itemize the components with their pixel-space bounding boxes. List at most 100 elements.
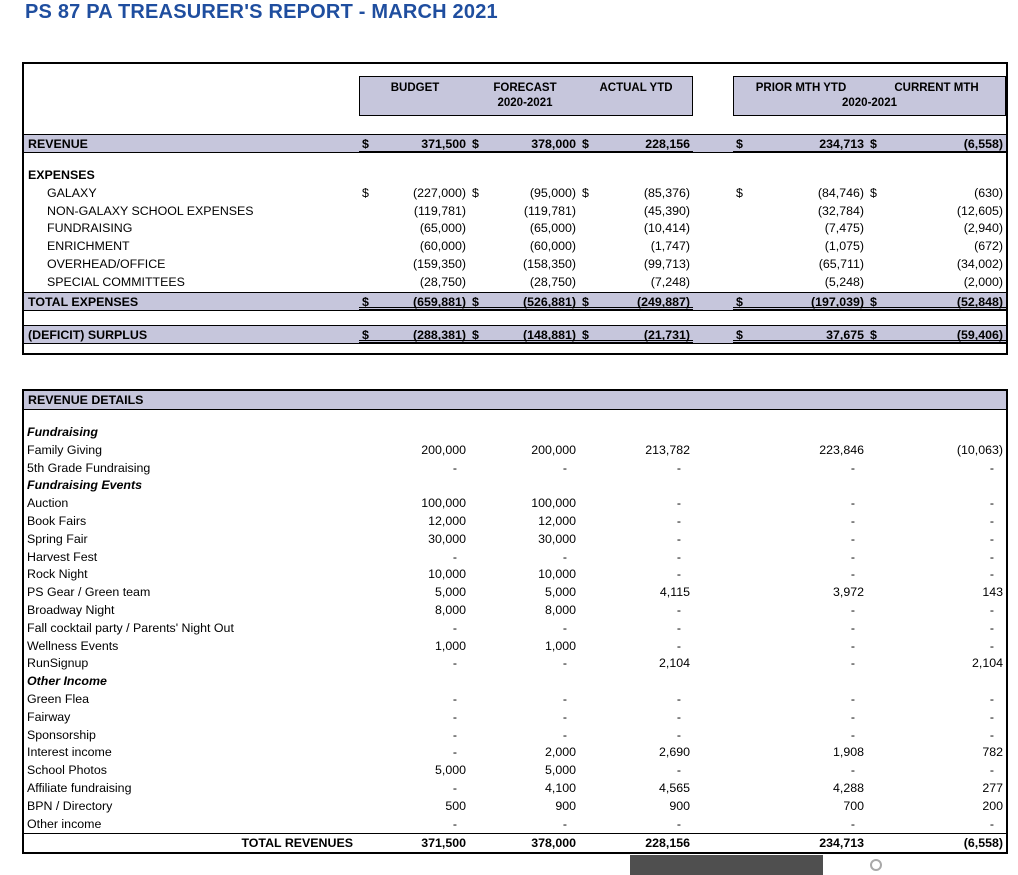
actual-ytd-cell: - bbox=[579, 620, 693, 638]
column-gap bbox=[693, 816, 733, 834]
forecast-cell: 5,000 bbox=[469, 762, 579, 780]
bottom-bar-fragment bbox=[630, 855, 823, 875]
budget-value: 200,000 bbox=[421, 442, 466, 457]
dollar-sign bbox=[736, 238, 748, 256]
column-gap bbox=[693, 834, 733, 852]
forecast-cell: - bbox=[469, 691, 579, 709]
column-gap bbox=[693, 566, 733, 584]
prior-mth-ytd-cell: 1,908 bbox=[733, 744, 867, 762]
actual-ytd-value: 228,156 bbox=[645, 836, 690, 851]
prior-mth-ytd-value: - bbox=[850, 549, 855, 564]
column-gap bbox=[693, 274, 733, 292]
prior-mth-ytd-value: 3,972 bbox=[832, 585, 864, 600]
current-mth-cell: - bbox=[867, 620, 1006, 638]
column-gap bbox=[693, 798, 733, 816]
actual-ytd-cell: - bbox=[579, 460, 693, 478]
budget-value: 5,000 bbox=[434, 763, 466, 778]
column-gap bbox=[693, 256, 733, 274]
prior-mth-ytd-cell: $37,675 bbox=[733, 326, 867, 343]
prior-mth-ytd-value: - bbox=[850, 638, 855, 653]
current-mth-cell: 782 bbox=[867, 744, 1006, 762]
budget-value: 371,500 bbox=[421, 836, 466, 851]
current-mth-cell: $ (52,848) bbox=[867, 293, 1006, 310]
budget-cell: (119,781) bbox=[359, 203, 469, 221]
budget-cell: - bbox=[359, 655, 469, 673]
forecast-cell: $378,000 bbox=[469, 135, 579, 152]
budget-value: 5,000 bbox=[434, 585, 466, 600]
forecast-cell: - bbox=[469, 620, 579, 638]
budget-cell: 1,000 bbox=[359, 638, 469, 656]
forecast-cell: 900 bbox=[469, 798, 579, 816]
prior-mth-ytd-cell: (1,075) bbox=[733, 238, 867, 256]
prior-mth-ytd-cell: 3,972 bbox=[733, 584, 867, 602]
actual-ytd-value: (21,731) bbox=[643, 327, 690, 342]
column-gap bbox=[693, 727, 733, 745]
forecast-value: 2,000 bbox=[544, 745, 576, 760]
forecast-cell: (28,750) bbox=[469, 274, 579, 292]
header-cell-forecast: FORECAST 2020-2021 bbox=[470, 77, 580, 115]
actual-ytd-value: - bbox=[676, 602, 681, 617]
budget-value: (60,000) bbox=[419, 239, 466, 254]
details-item-row: BPN / Directory 500 900 900 700 200 bbox=[24, 798, 1006, 816]
budget-value: 30,000 bbox=[428, 531, 466, 546]
forecast-value: - bbox=[562, 549, 567, 564]
forecast-cell: (158,350) bbox=[469, 256, 579, 274]
forecast-cell: $ (95,000) bbox=[469, 185, 579, 203]
forecast-cell: (60,000) bbox=[469, 238, 579, 256]
prior-mth-ytd-value: - bbox=[850, 460, 855, 475]
current-mth-cell: - bbox=[867, 602, 1006, 620]
current-mth-cell: - bbox=[867, 513, 1006, 531]
column-gap bbox=[693, 638, 733, 656]
details-item-row: Family Giving 200,000 200,000 213,782 22… bbox=[24, 442, 1006, 460]
total-revenues-row: TOTAL REVENUES 371,500 378,000 228,156 2… bbox=[24, 833, 1006, 852]
section-label: Fundraising bbox=[27, 425, 98, 439]
page-title: PS 87 PA TREASURER'S REPORT - MARCH 2021 bbox=[25, 1, 498, 23]
dollar-sign: $ bbox=[472, 137, 479, 151]
forecast-value: 4,100 bbox=[544, 780, 576, 795]
forecast-cell: 378,000 bbox=[469, 834, 579, 852]
details-item-row: Auction 100,000 100,000 - - - bbox=[24, 495, 1006, 513]
prior-mth-ytd-cell: (7,475) bbox=[733, 220, 867, 238]
forecast-cell: 4,100 bbox=[469, 780, 579, 798]
details-item-row: Fall cocktail party / Parents' Night Out… bbox=[24, 620, 1006, 638]
prior-mth-ytd-cell: - bbox=[733, 566, 867, 584]
dollar-sign: $ bbox=[736, 294, 743, 309]
budget-cell: (60,000) bbox=[359, 238, 469, 256]
current-mth-cell: - bbox=[867, 816, 1006, 834]
actual-ytd-cell: 213,782 bbox=[579, 442, 693, 460]
budget-cell: 30,000 bbox=[359, 531, 469, 549]
dollar-sign bbox=[870, 238, 882, 256]
forecast-value: (158,350) bbox=[522, 256, 576, 271]
details-item-row: Broadway Night 8,000 8,000 - - - bbox=[24, 602, 1006, 620]
current-mth-value: - bbox=[989, 602, 994, 617]
actual-ytd-value: - bbox=[676, 727, 681, 742]
prior-mth-ytd-value: - bbox=[850, 531, 855, 546]
budget-cell: 500 bbox=[359, 798, 469, 816]
budget-value: 100,000 bbox=[421, 496, 466, 511]
budget-cell: - bbox=[359, 709, 469, 727]
current-mth-cell: 143 bbox=[867, 584, 1006, 602]
forecast-cell: $ (148,881) bbox=[469, 326, 579, 343]
bottom-circle-icon bbox=[870, 859, 882, 871]
current-mth-cell: - bbox=[867, 691, 1006, 709]
header-cell-prior-mth-ytd: PRIOR MTH YTD bbox=[734, 81, 868, 96]
prior-mth-ytd-value: 700 bbox=[843, 798, 864, 813]
forecast-cell: 2,000 bbox=[469, 744, 579, 762]
budget-value: - bbox=[452, 709, 457, 724]
current-mth-value: (52,848) bbox=[956, 294, 1003, 309]
current-mth-value: 2,104 bbox=[971, 656, 1003, 671]
summary-total-row: TOTAL EXPENSES $ (659,881) $ (526,881) $ (2… bbox=[24, 291, 1006, 311]
budget-value: 12,000 bbox=[428, 513, 466, 528]
budget-cell: - bbox=[359, 691, 469, 709]
column-gap bbox=[693, 584, 733, 602]
row-label: Fall cocktail party / Parents' Night Out bbox=[27, 620, 234, 635]
forecast-value: - bbox=[562, 727, 567, 742]
budget-cell: - bbox=[359, 816, 469, 834]
forecast-value: (119,781) bbox=[523, 203, 576, 218]
forecast-value: - bbox=[562, 816, 567, 831]
current-mth-value: - bbox=[989, 513, 994, 528]
current-mth-value: - bbox=[989, 549, 994, 564]
actual-ytd-value: 4,115 bbox=[659, 585, 690, 600]
prior-mth-ytd-value: (7,475) bbox=[824, 221, 864, 236]
budget-value: (288,381) bbox=[412, 327, 466, 342]
